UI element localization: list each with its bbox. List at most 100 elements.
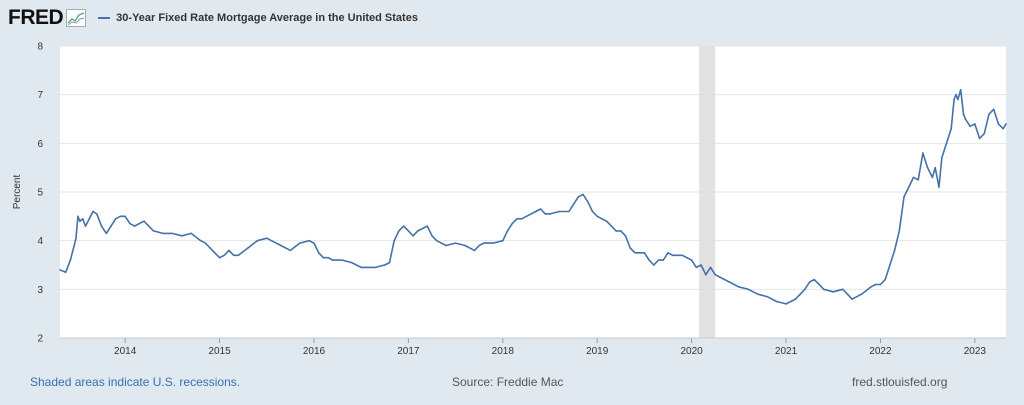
data-point (974, 123, 976, 125)
data-point (983, 132, 986, 135)
y-tick-label: 7 (37, 90, 43, 101)
data-point (454, 242, 457, 244)
data-point (69, 259, 72, 261)
data-point (572, 203, 575, 205)
x-tick-label: 2014 (114, 346, 137, 357)
data-point (270, 239, 273, 242)
data-point (445, 244, 447, 247)
data-point (317, 252, 320, 254)
data-point (124, 215, 126, 218)
data-point (435, 239, 438, 242)
data-points (59, 89, 1007, 305)
data-point (884, 278, 886, 281)
data-point (653, 264, 655, 266)
data-point (464, 244, 466, 247)
data-point (393, 239, 396, 242)
data-point (808, 281, 811, 283)
data-point (638, 252, 641, 254)
data-point (232, 254, 235, 257)
data-point (804, 288, 806, 291)
data-point (110, 225, 112, 227)
data-point (289, 249, 292, 252)
data-point (360, 266, 362, 269)
recession-note-link[interactable]: Shaded areas indicate U.S. recessions. (30, 375, 241, 389)
data-point (917, 179, 919, 181)
data-point (620, 230, 622, 232)
data-point (926, 166, 929, 169)
data-point (478, 244, 480, 247)
data-point (280, 244, 282, 247)
data-point (756, 293, 759, 296)
data-point (700, 264, 702, 266)
data-point (695, 266, 698, 269)
data-point (332, 259, 334, 261)
x-tick-label: 2019 (586, 346, 609, 357)
data-point (374, 266, 377, 269)
data-point (912, 176, 915, 179)
data-point (75, 237, 77, 240)
data-point (889, 264, 891, 266)
data-point (568, 210, 570, 213)
data-point (256, 239, 259, 242)
data-point (119, 215, 122, 218)
source-label: Source: Freddie Mac (452, 375, 564, 389)
data-point (483, 242, 485, 244)
y-axis: 2 3 4 5 6 7 8 (37, 42, 43, 345)
data-point (676, 254, 679, 257)
data-point (789, 300, 792, 303)
data-point (601, 217, 603, 220)
data-point (214, 252, 216, 254)
data-point (73, 244, 75, 247)
data-point (657, 259, 660, 261)
data-point (586, 200, 589, 203)
data-point (204, 242, 207, 244)
data-point (473, 249, 476, 252)
header: FRED 30-Year Fixed Rate Mortgage Average… (8, 6, 418, 30)
data-point (440, 242, 443, 244)
y-axis-label: Percent (12, 175, 23, 210)
legend-label: 30-Year Fixed Rate Mortgage Average in t… (116, 12, 418, 24)
data-point (903, 196, 905, 198)
data-point (953, 98, 955, 101)
x-tick-label: 2016 (303, 346, 326, 357)
data-point (846, 293, 849, 296)
data-point (190, 232, 193, 235)
data-point (383, 264, 386, 266)
data-point (870, 286, 872, 288)
site-link[interactable]: fred.stlouisfed.org (852, 375, 948, 389)
fred-logo[interactable]: FRED (8, 6, 64, 29)
data-point (794, 298, 797, 300)
data-point (841, 288, 844, 291)
legend: 30-Year Fixed Rate Mortgage Average in t… (98, 12, 418, 24)
data-point (501, 239, 504, 242)
data-point (690, 259, 693, 261)
x-tick-label: 2017 (397, 346, 420, 357)
data-point (988, 113, 990, 115)
data-point (398, 230, 400, 232)
data-point (143, 220, 145, 222)
data-point (209, 247, 211, 249)
data-point (516, 217, 518, 220)
data-point (667, 252, 669, 254)
data-point (180, 235, 183, 237)
data-point (957, 98, 959, 101)
data-point (950, 127, 953, 130)
data-point (799, 293, 801, 296)
data-point (775, 300, 778, 303)
data-point (81, 217, 84, 220)
data-point (851, 298, 853, 300)
data-point (228, 249, 230, 252)
data-point (969, 125, 971, 128)
data-point (412, 235, 414, 237)
data-point (162, 232, 164, 235)
data-point (629, 247, 632, 249)
data-point (719, 276, 721, 278)
data-point (539, 208, 542, 210)
data-point (558, 210, 561, 213)
data-point (218, 256, 221, 259)
data-point (492, 242, 495, 244)
data-point (922, 152, 924, 154)
data-point (634, 252, 636, 254)
data-point (992, 108, 995, 111)
